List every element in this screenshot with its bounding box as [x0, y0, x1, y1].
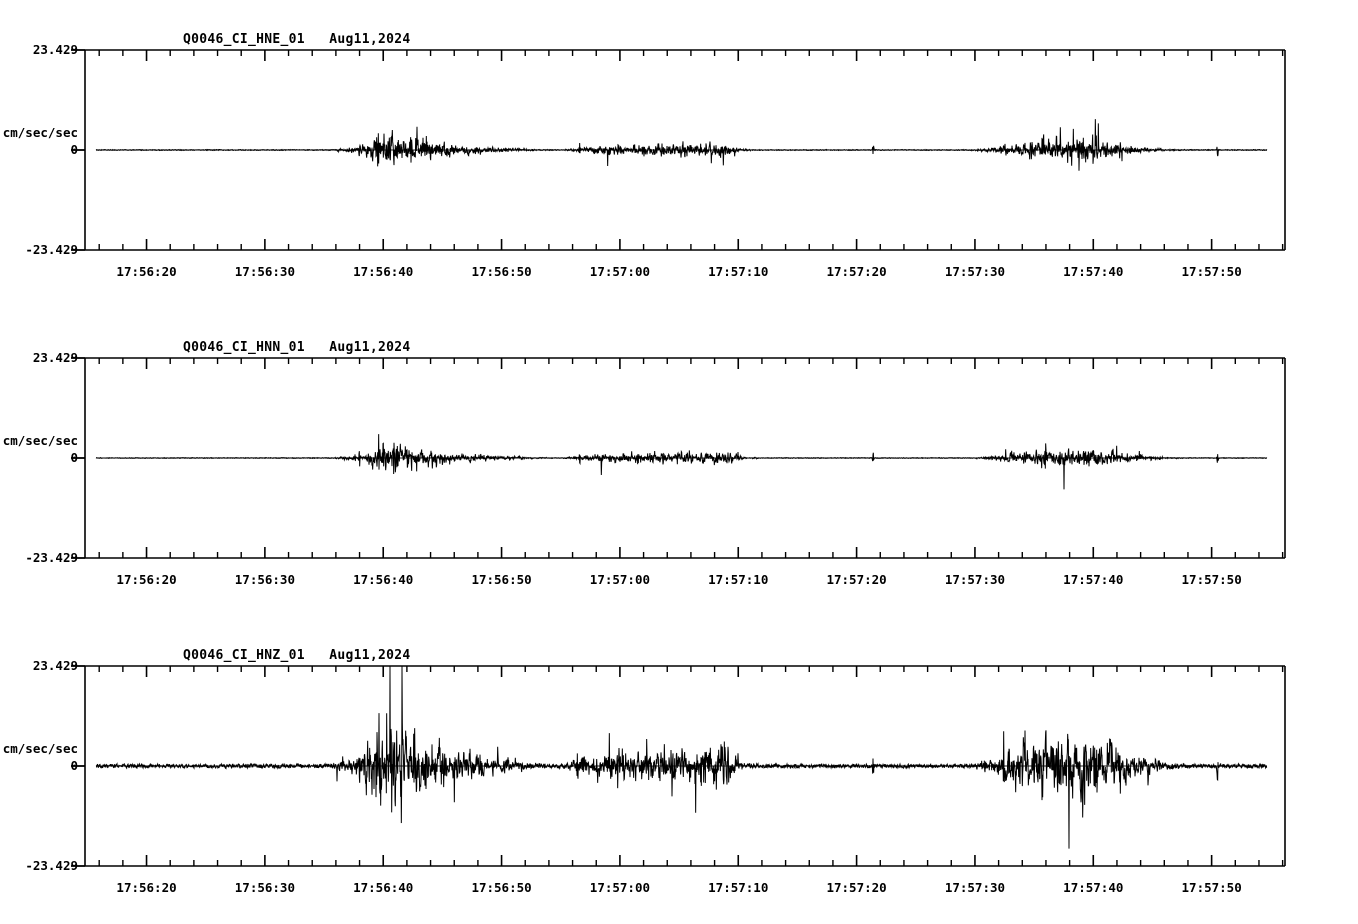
y-tick-label-bottom-hnz: -23.429	[25, 858, 78, 873]
x-tick-label-hnn-8: 17:57:40	[1063, 572, 1124, 587]
x-tick-label-hnz-1: 17:56:30	[234, 880, 295, 895]
x-tick-label-hne-0: 17:56:20	[116, 264, 177, 279]
plot-frame-hnn	[84, 357, 1286, 559]
waveform-trace-hne	[95, 119, 1268, 171]
x-tick-marks-hne	[98, 50, 1284, 250]
y-tick-label-top-hne: 23.429	[32, 42, 78, 57]
x-tick-label-hne-3: 17:56:50	[471, 264, 532, 279]
panel-title-hnz: Q0046_CI_HNZ_01 Aug11,2024	[183, 648, 411, 663]
panel-title-hne: Q0046_CI_HNE_01 Aug11,2024	[183, 32, 411, 47]
x-tick-label-hnn-1: 17:56:30	[234, 572, 295, 587]
y-tick-label-bottom-hnn: -23.429	[25, 550, 78, 565]
x-tick-label-hnn-2: 17:56:40	[353, 572, 414, 587]
x-tick-label-hnn-4: 17:57:00	[589, 572, 651, 587]
y-tick-marks-hnz	[71, 665, 85, 867]
x-tick-label-hnn-0: 17:56:20	[116, 572, 177, 587]
x-tick-label-hne-8: 17:57:40	[1063, 264, 1124, 279]
y-tick-label-mid-hne: 0	[70, 142, 78, 157]
y-axis-unit-label-hnz: cm/sec/sec	[2, 741, 78, 756]
y-axis-unit-label-hne: cm/sec/sec	[2, 125, 78, 140]
y-tick-label-bottom-hne: -23.429	[25, 242, 78, 257]
x-tick-label-hnn-6: 17:57:20	[826, 572, 887, 587]
waveform-trace-hnn	[95, 434, 1268, 490]
x-tick-label-hnz-4: 17:57:00	[589, 880, 651, 895]
panel-title-hnn: Q0046_CI_HNN_01 Aug11,2024	[183, 340, 411, 355]
x-tick-marks-hnn	[98, 358, 1284, 558]
x-tick-label-hne-7: 17:57:30	[944, 264, 1006, 279]
x-tick-label-hnn-7: 17:57:30	[944, 572, 1006, 587]
plot-frame-hnz	[84, 665, 1286, 867]
x-tick-label-hne-6: 17:57:20	[826, 264, 887, 279]
x-tick-label-hne-5: 17:57:10	[708, 264, 769, 279]
y-tick-label-mid-hnz: 0	[70, 758, 78, 773]
x-tick-label-hnz-7: 17:57:30	[944, 880, 1006, 895]
y-tick-label-top-hnz: 23.429	[32, 658, 78, 673]
y-axis-unit-label-hnn: cm/sec/sec	[2, 433, 78, 448]
x-tick-label-hne-2: 17:56:40	[353, 264, 414, 279]
y-tick-label-top-hnn: 23.429	[32, 350, 78, 365]
x-tick-label-hnz-6: 17:57:20	[826, 880, 887, 895]
x-tick-label-hnz-0: 17:56:20	[116, 880, 177, 895]
x-tick-label-hnz-8: 17:57:40	[1063, 880, 1124, 895]
y-tick-label-mid-hnn: 0	[70, 450, 78, 465]
x-tick-label-hnn-5: 17:57:10	[708, 572, 769, 587]
x-tick-label-hne-1: 17:56:30	[234, 264, 295, 279]
x-tick-marks-hnz	[98, 666, 1284, 866]
x-tick-label-hnz-5: 17:57:10	[708, 880, 769, 895]
x-tick-label-hnn-9: 17:57:50	[1181, 572, 1242, 587]
x-tick-label-hne-4: 17:57:00	[589, 264, 651, 279]
x-tick-label-hnz-2: 17:56:40	[353, 880, 414, 895]
x-tick-label-hnn-3: 17:56:50	[471, 572, 532, 587]
waveform-trace-hnz	[95, 665, 1268, 849]
x-tick-label-hnz-3: 17:56:50	[471, 880, 532, 895]
y-tick-marks-hnn	[71, 357, 85, 559]
x-tick-label-hne-9: 17:57:50	[1181, 264, 1242, 279]
x-tick-label-hnz-9: 17:57:50	[1181, 880, 1242, 895]
y-tick-marks-hne	[71, 49, 85, 251]
